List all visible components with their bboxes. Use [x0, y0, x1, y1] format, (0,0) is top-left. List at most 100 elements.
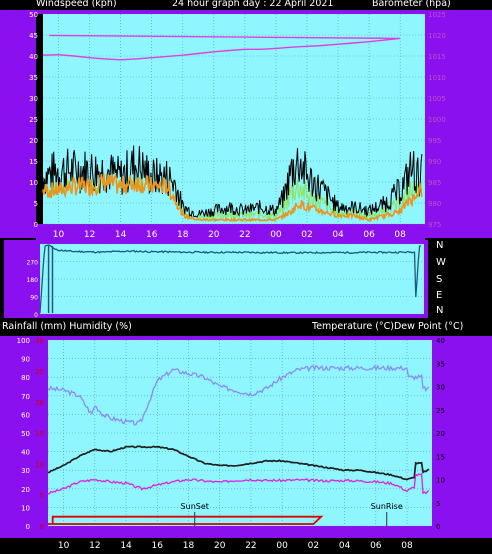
- wind-x-tick: 14: [115, 230, 127, 240]
- direction-y-tick: 180: [27, 277, 39, 284]
- climate-x-tick: 18: [183, 541, 195, 551]
- climate-x-tick: 06: [370, 541, 382, 551]
- temperature-y-tick: 0: [436, 523, 440, 531]
- rain-y-tick: 25: [35, 368, 44, 376]
- humidity-y-tick: 30: [21, 467, 30, 475]
- humidity-y-tick: 100: [17, 337, 30, 345]
- rain-y-tick: 10: [35, 461, 44, 469]
- baro-y-tick: 980: [428, 200, 441, 208]
- temperature-series: [47, 445, 430, 481]
- humidity-y-tick: 10: [21, 504, 30, 512]
- wind-x-tick: 10: [53, 230, 65, 240]
- top-left-frame: [0, 10, 36, 238]
- top-bottom-frame: [36, 224, 425, 240]
- compass-n-top: N: [436, 240, 444, 251]
- wind-y-tick: 25: [29, 116, 38, 124]
- baro-y-tick: 1025: [428, 11, 446, 19]
- humidity-y-tick: 20: [21, 486, 30, 494]
- wind-x-tick: 04: [332, 230, 344, 240]
- temperature-y-tick: 40: [436, 337, 445, 345]
- temperature-y-tick: 35: [436, 360, 445, 368]
- dewpoint-series: [47, 472, 430, 495]
- climate-x-tick: 02: [308, 541, 319, 551]
- direction-y-tick: 0: [34, 312, 38, 319]
- graph-title: 24 hour graph day : 22 April 2021: [172, 0, 334, 9]
- baro-y-tick: 990: [428, 158, 441, 166]
- temperature-y-tick: 5: [436, 500, 440, 508]
- wind-y-tick: 40: [29, 53, 38, 61]
- rain-y-tick: 30: [35, 337, 44, 345]
- compass-n-bottom: N: [436, 305, 444, 316]
- wind-x-tick: 22: [239, 230, 250, 240]
- climate-x-tick: 22: [245, 541, 256, 551]
- rainfall-series: [48, 515, 324, 525]
- climate-x-tick: 00: [276, 541, 288, 551]
- rain-y-tick: 20: [35, 399, 44, 407]
- climate-x-tick: 20: [214, 541, 226, 551]
- humidity-series: [47, 364, 430, 426]
- direction-y-tick: 90: [30, 295, 38, 302]
- humidity-y-tick: 80: [21, 374, 30, 382]
- climate-x-tick: 12: [89, 541, 100, 551]
- wind-average-series: [42, 173, 423, 223]
- temperature-y-tick: 25: [436, 407, 445, 415]
- wind-x-tick: 02: [301, 230, 312, 240]
- humidity-y-tick: 90: [21, 356, 30, 364]
- wind-y-tick: 20: [29, 137, 38, 145]
- rain-y-tick: 0: [40, 523, 44, 531]
- baro-y-tick: 985: [428, 179, 441, 187]
- wind-y-tick: 0: [34, 221, 38, 229]
- direction-y-tick: 270: [27, 260, 39, 267]
- wind-y-tick: 45: [29, 32, 38, 40]
- climate-x-tick: 14: [120, 541, 132, 551]
- wind-direction-series: [39, 244, 422, 314]
- climate-x-tick: 08: [401, 541, 413, 551]
- bot-left-frame: [0, 336, 48, 538]
- wind-x-tick: 06: [363, 230, 375, 240]
- rainfall-humidity-axis-title: Rainfall (mm) Humidity (%): [2, 321, 132, 332]
- humidity-y-tick: 70: [21, 393, 30, 401]
- rain-y-tick: 15: [35, 430, 44, 438]
- baro-y-tick: 1010: [428, 74, 446, 82]
- top-top-frame: [36, 10, 425, 14]
- wind-x-tick: 00: [270, 230, 282, 240]
- baro-y-tick: 1020: [428, 32, 446, 40]
- temperature-y-tick: 20: [436, 430, 445, 438]
- bot-bottom-frame: [48, 526, 432, 538]
- baro-y-tick: 995: [428, 137, 441, 145]
- temperature-y-tick: 30: [436, 384, 445, 392]
- compass-e: E: [436, 290, 443, 301]
- wind-y-tick: 10: [29, 179, 38, 187]
- wind-y-tick: 30: [29, 95, 38, 103]
- wind-y-tick: 5: [34, 200, 38, 208]
- baro-y-tick: 1005: [428, 95, 446, 103]
- humidity-y-tick: 0: [26, 523, 30, 531]
- barometer-series: [42, 34, 401, 61]
- wind-x-tick: 18: [177, 230, 189, 240]
- bot-top-frame: [48, 336, 432, 340]
- barometer-axis-title: Barometer (hpa): [372, 0, 451, 9]
- windspeed-axis-title: Windspeed (kph): [36, 0, 117, 9]
- sunset-label: SunSet: [181, 502, 209, 511]
- compass-w: W: [436, 257, 446, 268]
- sunrise-label: SunRise: [371, 502, 403, 511]
- humidity-y-tick: 60: [21, 411, 30, 419]
- rain-y-tick: 5: [40, 492, 44, 500]
- wind-y-tick: 35: [29, 74, 38, 82]
- temperature-y-tick: 15: [436, 453, 445, 461]
- climate-x-tick: 10: [58, 541, 70, 551]
- temperature-dewpoint-axis-title: Temperature (°C)Dew Point (°C): [312, 321, 464, 332]
- bot-right-frame: [432, 336, 492, 538]
- compass-s: S: [436, 274, 443, 285]
- wind-x-tick: 08: [394, 230, 406, 240]
- climate-x-tick: 16: [152, 541, 164, 551]
- wind-x-tick: 20: [208, 230, 220, 240]
- wind-gust-series: [42, 145, 423, 218]
- baro-y-tick: 975: [428, 221, 441, 229]
- wind-x-tick: 16: [146, 230, 158, 240]
- top-right-frame: [425, 10, 492, 238]
- wind-y-tick: 50: [29, 11, 38, 19]
- baro-y-tick: 1015: [428, 53, 446, 61]
- wind-y-tick: 15: [29, 158, 38, 166]
